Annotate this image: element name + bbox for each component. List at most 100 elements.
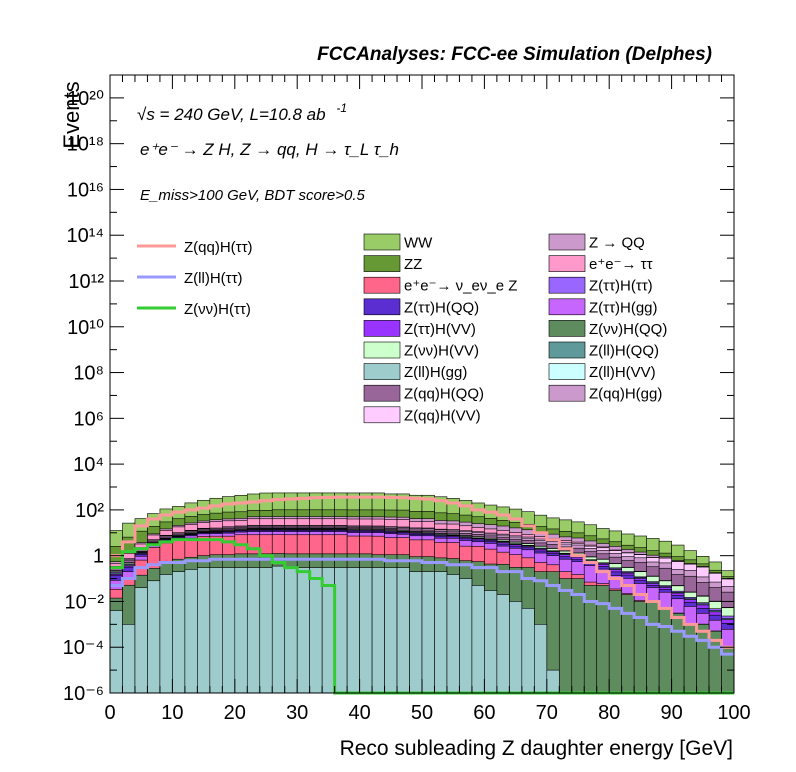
y-tick-label: 10²⁰ — [67, 88, 104, 110]
stack-bin — [621, 594, 635, 694]
stack-bin — [696, 624, 710, 694]
x-tick-label: 10 — [161, 702, 183, 724]
stack-bin — [434, 571, 448, 694]
legend-swatch — [548, 363, 586, 380]
stack-bin — [558, 578, 573, 694]
legend-label: Z → QQ — [589, 235, 645, 252]
legend-label: e⁺e⁻→ ν_eν_e Z — [404, 278, 517, 295]
x-tick-label: 80 — [598, 702, 620, 724]
y-tick-label: 10⁸ — [73, 363, 104, 385]
stack-bin — [122, 624, 136, 694]
energy-lumi-text: √s = 240 GeV, L=10.8 ab — [137, 105, 326, 124]
legend-label: Z(ττ)H(VV) — [404, 321, 476, 338]
x-tick-label: 100 — [717, 702, 750, 724]
stack-bin — [509, 601, 523, 694]
legend-swatch — [363, 363, 401, 380]
stack-bin — [309, 567, 323, 694]
stack-bin — [234, 567, 248, 694]
y-tick-label: 10¹² — [68, 271, 104, 293]
legend-swatch — [363, 384, 401, 402]
legend-swatch — [363, 406, 401, 424]
stack-bin — [683, 624, 697, 694]
x-tick-label: 50 — [411, 702, 433, 724]
stack-bin — [596, 585, 610, 694]
x-tick-label: 70 — [536, 702, 558, 724]
stack-bin — [646, 601, 660, 694]
legend-label: Z(qq)H(QQ) — [404, 386, 484, 403]
stack-bin — [222, 567, 236, 694]
x-axis-label: Reco subleading Z daughter energy [GeV] — [340, 737, 733, 760]
stack-bin — [484, 590, 498, 694]
y-axis-label: Events — [59, 81, 84, 148]
stack-bin — [409, 571, 423, 694]
legend-swatch — [363, 298, 401, 316]
stack-bin — [671, 613, 685, 694]
stack-bin — [384, 567, 398, 694]
legend-signal-label: Z(ll)H(ττ) — [184, 270, 243, 287]
stack-bin — [633, 601, 647, 694]
legend-label: Z(qq)H(VV) — [404, 407, 481, 424]
stack-bin — [134, 587, 148, 694]
stack-bin — [184, 569, 198, 694]
cuts-label: E_miss>100 GeV, BDT score>0.5 — [140, 187, 365, 204]
legend-label: Z(ττ)H(gg) — [589, 299, 658, 316]
stack-bin — [296, 567, 310, 694]
stack-bin — [271, 565, 286, 694]
x-tick-label: 20 — [224, 702, 246, 724]
legend-swatch — [548, 233, 586, 251]
y-tick-label: 10⁻⁴ — [63, 637, 104, 659]
y-tick-label: 10⁻⁶ — [63, 683, 104, 705]
plot-title: FCCAnalyses: FCC-ee Simulation (Delphes) — [317, 44, 712, 65]
legend-swatch — [548, 384, 586, 402]
y-tick-label: 10¹⁶ — [67, 179, 104, 201]
y-tick-label: 10² — [75, 500, 104, 522]
stack-bin — [209, 567, 223, 694]
y-tick-label: 10¹⁴ — [67, 225, 105, 247]
legend: Z(qq)H(ττ) Z(ll)H(ττ) Z(νν)H(ττ) WW ZZ e⁺e⁻→ … — [137, 233, 667, 424]
stack-bin — [346, 567, 360, 694]
stack-bin — [284, 567, 298, 694]
stack-bin — [658, 608, 672, 694]
stack-bin — [521, 608, 535, 694]
y-tick-label: 10⁶ — [74, 408, 104, 430]
y-tick-label: 1 — [93, 546, 104, 568]
legend-swatch — [363, 276, 401, 294]
stack-bin — [396, 567, 410, 694]
legend-label: Z(νν)H(VV) — [404, 343, 479, 360]
legend-swatch — [548, 341, 586, 359]
legend-label: Z(ττ)H(ττ) — [589, 278, 653, 295]
legend-swatch — [363, 255, 401, 272]
process-label: e⁺e⁻ → Z H, Z → qq, H → τ_L τ_h — [140, 140, 399, 159]
x-tick-label: 90 — [660, 702, 682, 724]
legend-label: Z(ll)H(gg) — [404, 364, 467, 381]
legend-label: Z(ll)H(VV) — [589, 364, 656, 381]
stack-bin — [109, 610, 123, 694]
signal-line-z-qq-h- — [110, 495, 734, 649]
stack-bin — [421, 571, 435, 694]
stack-bin — [197, 567, 211, 694]
stack-bin — [471, 585, 485, 694]
stack-bin — [147, 580, 161, 694]
stack-z-ll-h-gg- — [109, 565, 560, 694]
stack-bin — [534, 624, 548, 694]
x-tick-label: 60 — [473, 702, 495, 724]
legend-label: Z(qq)H(gg) — [589, 386, 662, 403]
legend-label: e⁺e⁻→ ττ — [589, 256, 653, 273]
legend-label: ZZ — [404, 256, 422, 273]
y-tick-label: 10¹⁰ — [67, 317, 104, 339]
signal-line-z-ll-h- — [110, 557, 734, 656]
stack-bin — [371, 567, 385, 694]
stack-bin — [496, 594, 510, 694]
stack-bin — [334, 567, 348, 694]
y-tick-label: 10⁴ — [73, 454, 104, 476]
legend-label: Z(ll)H(QQ) — [589, 343, 659, 360]
stack-bin — [159, 574, 173, 694]
stack-bin — [546, 669, 560, 694]
legend-swatch — [363, 341, 401, 359]
stack-bin — [259, 567, 273, 694]
x-tick-label: 40 — [348, 702, 370, 724]
energy-lumi-label: √s = 240 GeV, L=10.8 ab -1 — [137, 101, 347, 124]
y-tick-label: 10⁻² — [65, 591, 105, 613]
legend-label: Z(ττ)H(QQ) — [404, 299, 479, 316]
